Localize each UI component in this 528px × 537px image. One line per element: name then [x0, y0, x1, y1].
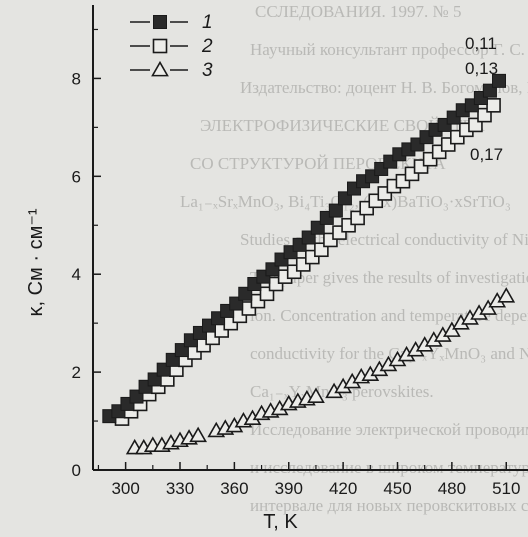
background-text-line: ССЛЕДОВАНИЯ. 1997. № 5	[255, 2, 462, 21]
data-marks	[102, 73, 516, 455]
legend-marker-filled-square	[153, 15, 167, 29]
series-1	[102, 73, 506, 424]
legend-item: 3	[130, 60, 213, 81]
y-tick-label: 0	[72, 461, 81, 480]
series-3	[125, 287, 516, 455]
x-tick-label: 420	[329, 479, 357, 498]
y-tick-label: 4	[72, 265, 81, 284]
legend-item: 2	[130, 36, 213, 57]
series-end-label: 0,11	[465, 34, 497, 53]
legend-label: 2	[201, 36, 213, 57]
data-point	[328, 203, 343, 218]
data-point	[486, 98, 501, 113]
background-text-line: ЭЛЕКТРОФИЗИЧЕСКИЕ СВОЙСТВА	[200, 116, 485, 135]
background-text-line: Издательство: доцент Н. В. Богомолов, Кл…	[240, 78, 528, 97]
x-tick-label: 360	[220, 479, 248, 498]
x-tick-label: 510	[492, 479, 520, 498]
legend-marker-open-triangle	[151, 60, 169, 77]
axes	[92, 5, 528, 471]
data-point	[497, 287, 516, 303]
x-tick-label: 330	[166, 479, 194, 498]
background-text-line: Исследование электрической проводимости	[250, 420, 528, 439]
x-axis-title: T, K	[263, 511, 298, 533]
x-tick-label: 480	[438, 479, 466, 498]
y-tick-label: 8	[72, 69, 81, 88]
legend: 1 2 3	[130, 12, 213, 81]
background-text-line: интервале для новых перовскитовых систем	[250, 496, 528, 515]
legend-label: 3	[202, 60, 213, 81]
data-point	[307, 387, 325, 404]
legend-marker-open-square	[152, 38, 168, 54]
data-point	[189, 426, 208, 443]
background-text-line: conductivity for the Ca₁₋ₓYₓMnO₃ and Ni	[250, 344, 528, 363]
series-end-label: 0,17	[470, 145, 503, 164]
data-point	[492, 73, 506, 88]
ticks: 0 2 4 6 8 300 330 360 390 420 450 480 510	[72, 28, 520, 498]
y-axis-title: κ, См · см⁻¹	[25, 208, 47, 316]
x-tick-label: 300	[111, 479, 139, 498]
background-text-line: The paper gives the results of investiga…	[250, 268, 528, 287]
legend-item: 1	[130, 12, 213, 33]
x-tick-label: 390	[275, 479, 303, 498]
y-tick-label: 2	[72, 363, 81, 382]
background-text-line: Научный консультант профессор Г. С. Петр…	[250, 40, 528, 59]
legend-label: 1	[202, 12, 213, 33]
series-end-label: 0,13	[465, 59, 498, 78]
x-tick-label: 450	[383, 479, 411, 498]
series-2	[114, 98, 501, 426]
y-tick-label: 6	[72, 167, 81, 186]
background-text-line: и исследование в широком температурном	[250, 458, 528, 477]
labels: T, K κ, См · см⁻¹ 0,11 0,13 0,17	[25, 34, 503, 533]
